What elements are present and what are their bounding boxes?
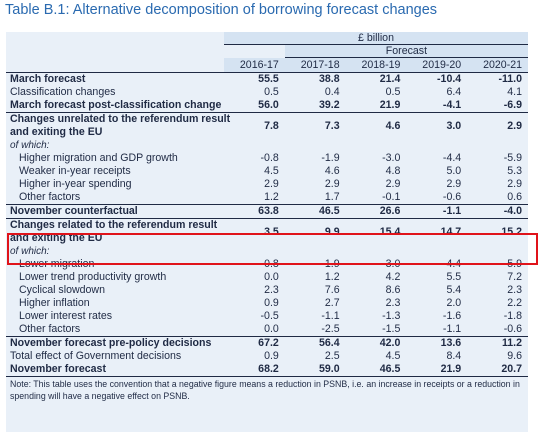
table-row: Other factors 0.0 -2.5 -1.5 -1.1 -0.6 — [6, 323, 528, 337]
of-which-label: of which: — [10, 140, 50, 151]
table-row: of which: — [6, 245, 528, 258]
table-row: Other factors 1.2 1.7 -0.1 -0.6 0.6 — [6, 191, 528, 205]
year-header: 2018-19 — [345, 57, 407, 73]
table-row: Cyclical slowdown 2.3 7.6 8.6 5.4 2.3 — [6, 284, 528, 297]
row-label: March forecast — [10, 73, 86, 85]
year-header: 2019-20 — [406, 57, 468, 73]
year-header: 2017-18 — [284, 57, 346, 73]
year-header: 2020-21 — [467, 57, 529, 73]
table-row-highlighted: Changes related to the referendum result… — [6, 218, 529, 245]
year-header: 2016-17 — [224, 57, 285, 73]
table-title: Table B.1: Alternative decomposition of … — [5, 2, 438, 18]
table-row: Higher in-year spending 2.9 2.9 2.9 2.9 2.9 — [6, 178, 528, 191]
table-row: Lower interest rates -0.5 -1.1 -1.3 -1.6 -1.… — [6, 310, 528, 323]
table-row: November forecast 68.2 59.0 46.5 21.9 20.7 — [6, 363, 528, 377]
row-label: November forecast pre-policy decisions — [6, 336, 224, 350]
table-row: Lower trend productivity growth 0.0 1.2 4.… — [6, 271, 528, 284]
borrowing-decomposition-table: £ billion Forecast 2016-17 2017-18 2018-… — [6, 32, 529, 404]
row-label: November counterfactual — [6, 204, 224, 219]
table-row: November forecast pre-policy decisions 6… — [6, 336, 529, 350]
row-label: Total effect of Government decisions — [10, 350, 182, 362]
table-row: November counterfactual 63.8 46.5 26.6 -1.1… — [6, 204, 529, 219]
table-row: Higher migration and GDP growth -0.8 -1.9… — [6, 152, 528, 165]
row-label: Lower interest rates — [19, 310, 113, 322]
table-row: Weaker in-year receipts 4.5 4.6 4.8 5.0 5.3 — [6, 165, 528, 178]
table-row: Classification changes 0.5 0.4 0.5 6.4 4.1 — [6, 86, 528, 99]
row-label: Other factors — [19, 191, 81, 203]
table-note: Note: This table uses the convention tha… — [6, 376, 529, 404]
row-label: Cyclical slowdown — [19, 284, 105, 296]
row-label: Higher migration and GDP growth — [19, 152, 178, 164]
row-label: Higher inflation — [19, 297, 90, 309]
table-row: Lower migration 0.8 1.9 3.0 4.4 5.9 — [6, 258, 528, 271]
of-which-label: of which: — [10, 246, 50, 257]
row-label: Changes unrelated to the referendum resu… — [6, 112, 230, 139]
table-row: Total effect of Government decisions 0.9… — [6, 350, 528, 363]
row-label: Other factors — [19, 323, 81, 335]
table-row: March forecast post-classification chang… — [6, 99, 528, 113]
row-label: Changes related to the referendum result… — [6, 218, 224, 245]
row-label: Higher in-year spending — [19, 178, 132, 190]
table-row: March forecast 55.5 38.8 21.4 -10.4 -11.0 — [6, 73, 528, 87]
table-row: Changes unrelated to the referendum resu… — [6, 112, 529, 139]
row-label: Lower trend productivity growth — [19, 271, 167, 283]
unit-header: £ billion — [224, 32, 529, 45]
table-row: of which: — [6, 139, 528, 152]
row-label: March forecast post-classification chang… — [10, 99, 222, 111]
row-label: Classification changes — [10, 86, 116, 98]
forecast-header: Forecast — [284, 44, 529, 58]
table-row: Higher inflation 0.9 2.7 2.3 2.0 2.2 — [6, 297, 528, 310]
row-label: Weaker in-year receipts — [19, 165, 131, 177]
row-label: November forecast — [10, 363, 106, 375]
highlight-box — [7, 233, 538, 265]
